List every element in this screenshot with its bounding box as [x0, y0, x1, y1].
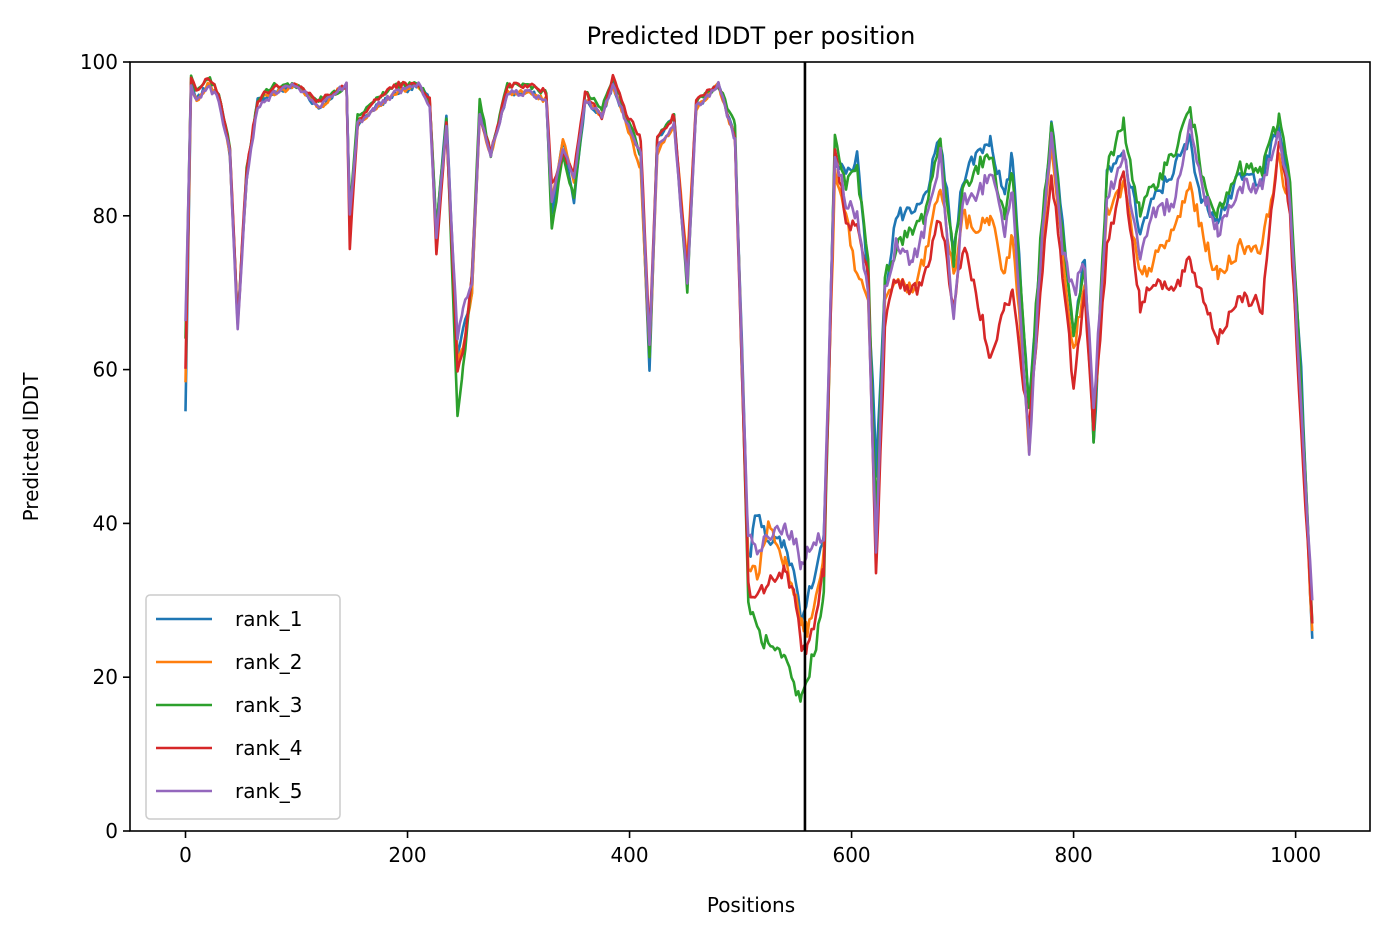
y-tick-label: 20 [93, 665, 118, 689]
x-axis-label: Positions [707, 893, 795, 917]
legend: rank_1 rank_2 rank_3 rank_4 rank_5 [145, 594, 341, 820]
legend-label-rank-4: rank_4 [235, 736, 302, 760]
plot-frame [129, 61, 1371, 832]
y-tick-label: 80 [93, 204, 118, 228]
series-line-rank-4 [184, 73, 1314, 656]
series-line-rank-5 [184, 80, 1314, 601]
x-tick-label: 800 [1055, 843, 1093, 867]
legend-label-rank-3: rank_3 [235, 693, 302, 717]
chart-title: Predicted lDDT per position [587, 22, 916, 50]
x-tick-label: 600 [832, 843, 870, 867]
axes: 0 200 400 600 800 1000 0 20 40 60 80 100 [80, 50, 1371, 867]
x-tick-label: 0 [179, 843, 192, 867]
x-tick-label: 1000 [1270, 843, 1321, 867]
y-tick-label: 100 [80, 50, 118, 74]
x-tick-label: 400 [610, 843, 648, 867]
legend-box [145, 594, 341, 820]
legend-label-rank-1: rank_1 [235, 607, 302, 631]
legend-label-rank-5: rank_5 [235, 779, 302, 803]
legend-label-rank-2: rank_2 [235, 650, 302, 674]
x-tick-label: 200 [388, 843, 426, 867]
y-axis-label: Predicted lDDT [19, 372, 43, 522]
y-tick-label: 0 [105, 819, 118, 843]
y-tick-label: 40 [93, 511, 118, 535]
y-tick-label: 60 [93, 358, 118, 382]
series-layer [184, 73, 1314, 703]
